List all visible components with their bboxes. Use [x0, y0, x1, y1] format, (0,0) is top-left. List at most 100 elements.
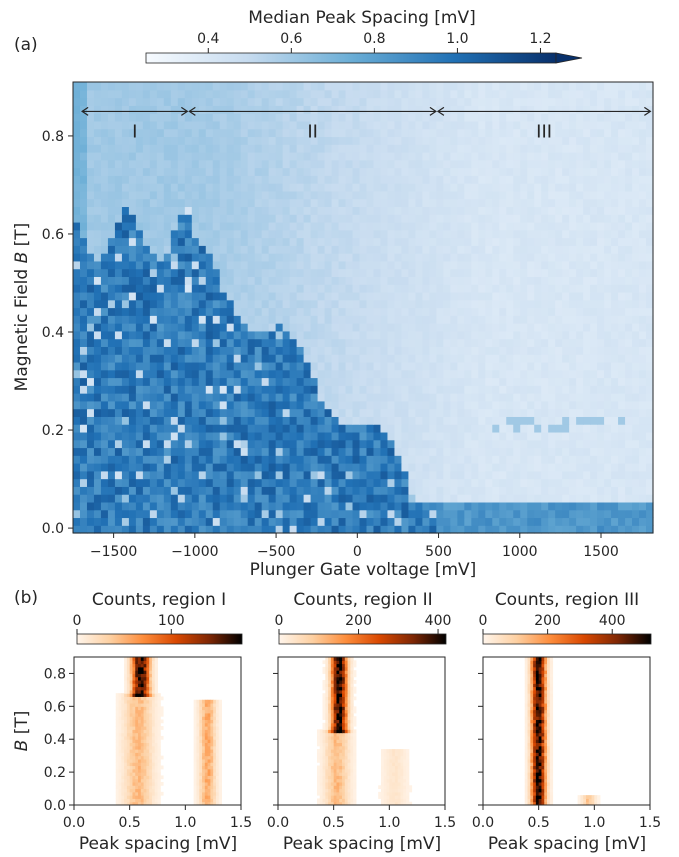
heatmap-a-cell: [506, 253, 514, 262]
heatmap-a-cell: [646, 299, 654, 309]
heatmap-a-cell: [373, 198, 382, 208]
heatmap-a-cell: [415, 509, 423, 519]
heatmap-a-cell: [338, 284, 347, 293]
heatmap-a-cell: [303, 361, 312, 371]
heatmap-a-cell: [436, 315, 444, 324]
heatmap-a-cell: [289, 354, 298, 363]
heatmap-a-cell: [205, 190, 214, 200]
heatmap-a-cell: [366, 439, 375, 449]
heatmap-a-cell: [576, 393, 584, 402]
heatmap-a-cell: [499, 245, 507, 254]
heatmap-a-cell: [310, 463, 319, 472]
heatmap-a-cell: [562, 144, 570, 153]
heatmap-a-cell: [541, 315, 549, 324]
heatmap-a-cell: [191, 268, 200, 277]
heatmap-a-cell: [73, 400, 81, 410]
heatmap-a-cell: [534, 299, 542, 309]
heatmap-a-cell: [646, 120, 654, 130]
heatmap-a-cell: [240, 82, 249, 91]
heatmap-a-cell: [345, 198, 354, 208]
heatmap-a-cell: [639, 128, 647, 138]
heatmap-a-cell: [394, 501, 403, 511]
heatmap-a-cell: [590, 97, 598, 106]
heatmap-a-cell: [317, 291, 326, 301]
heatmap-a-cell: [478, 89, 486, 99]
heatmap-a-cell: [128, 159, 137, 169]
heatmap-a-cell: [219, 431, 228, 441]
heatmap-a-cell: [548, 299, 556, 309]
heatmap-a-cell: [86, 361, 95, 371]
heatmap-a-cell: [527, 463, 535, 472]
heatmap-a-cell: [646, 82, 654, 91]
heatmap-a-cell: [184, 424, 193, 433]
heatmap-a-cell: [261, 416, 270, 425]
heatmap-a-cell: [275, 167, 284, 176]
heatmap-a-cell: [205, 501, 214, 511]
heatmap-a-cell: [562, 105, 570, 114]
heatmap-a-cell: [373, 377, 382, 386]
heatmap-b1-cell: [132, 788, 136, 793]
heatmap-a-cell: [352, 431, 361, 441]
heatmap-a-cell: [135, 291, 144, 301]
heatmap-a-cell: [114, 517, 123, 526]
heatmap-a-cell: [79, 377, 88, 386]
heatmap-a-cell: [576, 120, 584, 130]
heatmap-a-cell: [352, 517, 361, 526]
heatmap-a-cell: [604, 82, 612, 91]
heatmap-a-cell: [310, 128, 319, 138]
heatmap-a-cell: [597, 361, 605, 371]
heatmap-a-cell: [380, 315, 389, 324]
heatmap-a-cell: [562, 501, 570, 511]
heatmap-a-cell: [590, 393, 598, 402]
heatmap-a-cell: [73, 455, 81, 464]
heatmap-a-cell: [198, 494, 207, 503]
heatmap-a-cell: [513, 245, 521, 254]
heatmap-a-cell: [443, 245, 451, 254]
heatmap-a-cell: [212, 82, 221, 91]
heatmap-a-cell: [303, 346, 312, 355]
heatmap-a-cell: [240, 408, 249, 417]
heatmap-a-cell: [569, 470, 577, 480]
heatmap-a-cell: [324, 307, 333, 316]
heatmap-a-cell: [268, 245, 277, 254]
heatmap-a-cell: [555, 408, 563, 417]
heatmap-a-cell: [520, 245, 528, 254]
heatmap-a-cell: [163, 416, 172, 425]
heatmap-b1-cell: [204, 798, 209, 803]
heatmap-a-cell: [121, 105, 130, 114]
heatmap-a-cell: [240, 229, 249, 239]
heatmap-a-cell: [345, 299, 354, 309]
heatmap-a-cell: [268, 260, 277, 270]
heatmap-a-cell: [198, 253, 207, 262]
heatmap-b1-cell: [138, 798, 142, 803]
heatmap-a-cell: [443, 346, 451, 355]
heatmap-a-cell: [121, 268, 130, 277]
heatmap-a-cell: [275, 463, 284, 472]
heatmap-a-cell: [478, 245, 486, 254]
heatmap-a-cell: [422, 144, 430, 153]
heatmap-a-cell: [380, 253, 389, 262]
heatmap-a-cell: [387, 416, 396, 425]
heatmap-a-cell: [317, 346, 326, 355]
heatmap-a-cell: [275, 136, 284, 145]
heatmap-a-cell: [247, 82, 256, 91]
heatmap-a-cell: [142, 408, 151, 417]
heatmap-a-cell: [408, 509, 417, 519]
heatmap-b1-cell: [210, 798, 214, 803]
heatmap-a-cell: [485, 338, 493, 347]
heatmap-a-cell: [289, 509, 298, 519]
heatmap-a-cell: [583, 151, 591, 161]
heatmap-a-cell: [261, 385, 270, 394]
heatmap-a-cell: [107, 245, 116, 254]
heatmap-a-cell: [121, 113, 130, 122]
heatmap-a-frame: [72, 81, 654, 534]
heatmap-a-cell: [317, 167, 326, 176]
heatmap-a-cell: [583, 323, 591, 332]
heatmap-a-cell: [457, 385, 465, 394]
heatmap-a-cell: [562, 463, 570, 472]
heatmap-b1-cell: [154, 795, 158, 799]
heatmap-a-cell: [149, 128, 158, 138]
heatmap-a-cell: [275, 159, 284, 169]
heatmap-a-cell: [310, 136, 319, 145]
heatmap-a-cell: [366, 268, 375, 277]
